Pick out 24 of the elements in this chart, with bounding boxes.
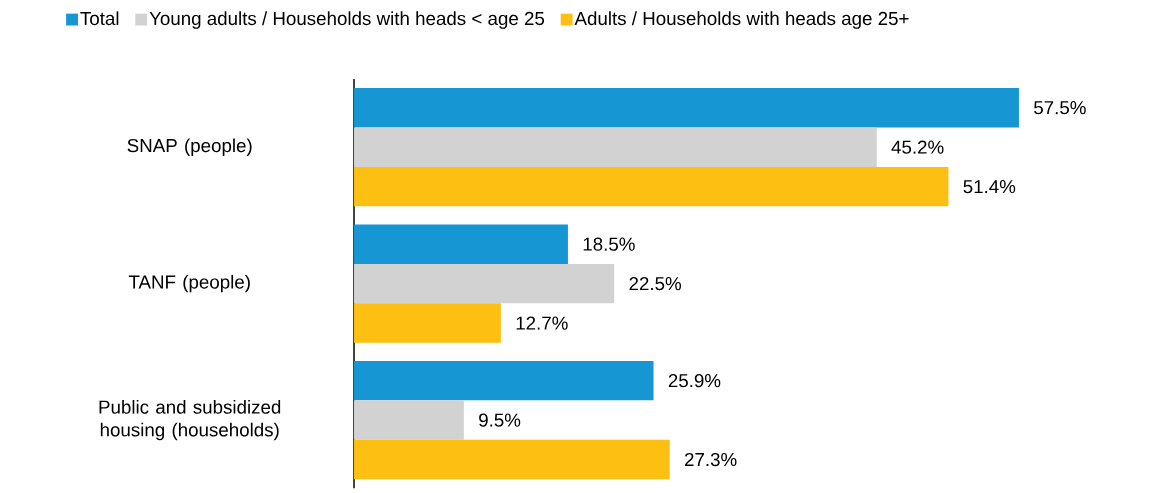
bar <box>354 127 877 167</box>
data-label: 18.5% <box>583 237 635 251</box>
bar <box>354 439 670 480</box>
data-label: 57.5% <box>1034 100 1086 115</box>
bar <box>354 360 654 401</box>
y-tick-label: TANF (people) <box>128 274 250 293</box>
legend-label: Young adults / Households with heads < age 25 <box>149 11 545 29</box>
bar <box>354 224 568 264</box>
bar <box>354 400 464 440</box>
data-label: 45.2% <box>891 140 944 154</box>
y-tick-label: Public and subsidized housing (households) <box>99 399 281 441</box>
bar <box>354 303 501 343</box>
data-label: 27.3% <box>684 452 737 467</box>
data-label: 25.9% <box>668 373 721 388</box>
data-label: 12.7% <box>516 316 568 330</box>
data-label: 22.5% <box>629 276 682 291</box>
y-tick-label: SNAP (people) <box>127 138 252 156</box>
bar <box>354 166 949 207</box>
legend-label: Total <box>80 11 119 25</box>
legend-label: Adults / Households with heads age 25+ <box>574 11 909 29</box>
data-label: 9.5% <box>479 413 521 427</box>
data-label: 51.4% <box>963 179 1016 194</box>
bar <box>354 263 615 304</box>
bar <box>354 87 1019 128</box>
